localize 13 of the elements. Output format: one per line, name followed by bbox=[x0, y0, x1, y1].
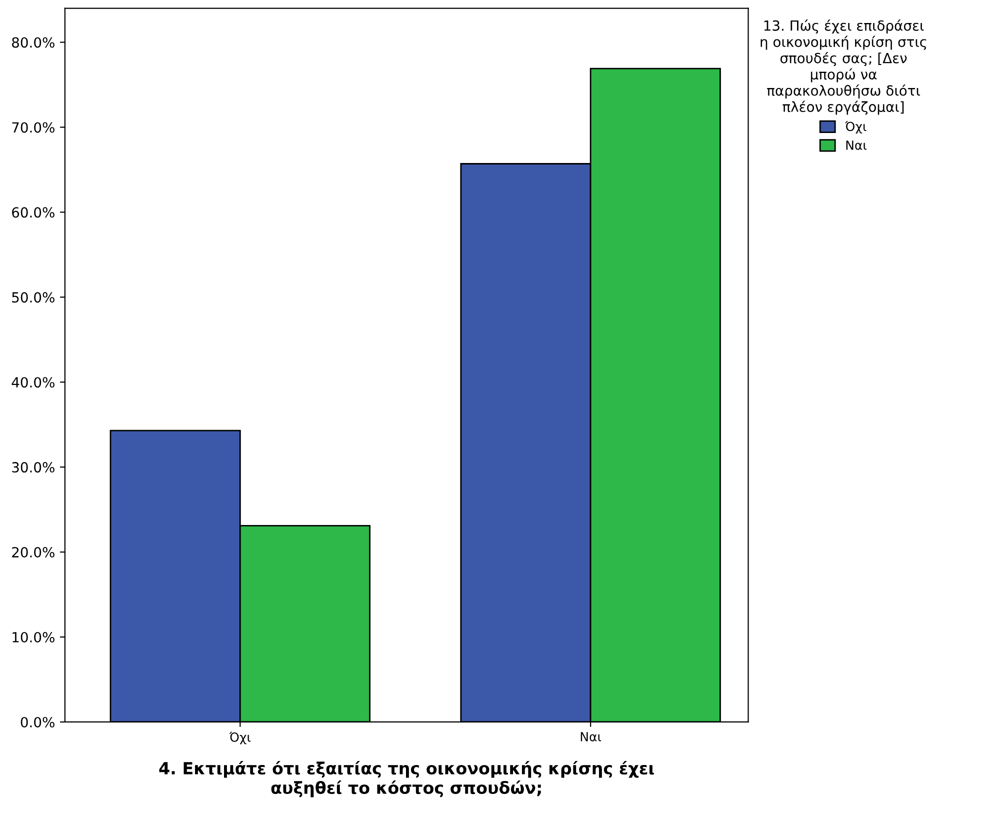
y-tick-label: 20.0% bbox=[12, 547, 54, 558]
legend-title: 13. Πώς έχει επιδράσει η οικονομική κρίση στις σπουδές σας; [Δεν μπορώ να παρακολουθήσω διότι πλέον εργάζομαι] bbox=[760, 20, 926, 115]
legend-label: Όχι bbox=[845, 120, 866, 134]
y-tick-label: 50.0% bbox=[12, 292, 54, 303]
legend-label: Ναι bbox=[846, 140, 866, 150]
y-tick-label: 0.0% bbox=[20, 716, 54, 728]
y-tick-label: 80.0% bbox=[12, 37, 54, 48]
y-tick-label: 60.0% bbox=[12, 207, 54, 218]
y-tick-label: 70.0% bbox=[12, 122, 54, 133]
y-tick-label: 40.0% bbox=[12, 377, 54, 388]
y-tick-label: 30.0% bbox=[12, 462, 54, 473]
x-axis-title: 4. Εκτιμάτε ότι εξαιτίας της οικονομικής κρίσης έχει αυξηθεί το κόστος σπουδών; bbox=[159, 760, 654, 798]
y-tick-label: 10.0% bbox=[12, 632, 54, 642]
